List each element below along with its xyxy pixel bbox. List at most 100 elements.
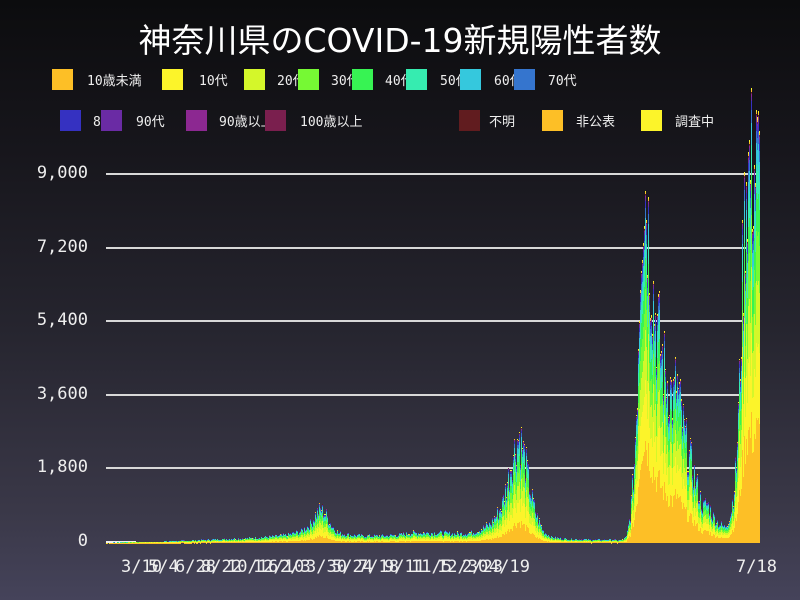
legend-swatch <box>265 109 286 131</box>
bar-column <box>591 540 592 543</box>
bar-column <box>431 532 432 543</box>
bar-column <box>339 532 340 543</box>
bar-column <box>123 542 124 543</box>
bar-column <box>299 532 300 543</box>
bar-column <box>463 534 464 543</box>
bar-column <box>152 541 153 543</box>
bar-column <box>679 382 680 543</box>
bar-column <box>724 524 725 543</box>
gridline <box>106 320 759 323</box>
bar-column <box>683 403 684 543</box>
bar-column <box>734 491 735 543</box>
bar-column <box>249 536 250 543</box>
legend-item: 90代 <box>101 108 165 132</box>
bar-column <box>424 532 425 543</box>
bar-column <box>641 270 642 543</box>
bar-column <box>568 540 569 543</box>
bar-column <box>258 538 259 543</box>
bar-column <box>151 541 152 543</box>
bar-column <box>247 537 248 543</box>
bar-column <box>478 532 479 543</box>
bar-column <box>759 130 760 543</box>
bar-column <box>526 447 527 543</box>
bar-column <box>175 541 176 543</box>
legend-swatch <box>60 109 81 131</box>
bar-column <box>673 379 674 543</box>
bar-column <box>616 539 617 543</box>
bar-column <box>124 542 125 543</box>
bar-column <box>684 418 685 543</box>
bar-column <box>677 373 678 543</box>
bar-column <box>535 511 536 543</box>
bar-column <box>395 535 396 543</box>
bar-column <box>317 507 318 543</box>
bar-column <box>118 542 119 543</box>
bar-column <box>519 432 520 543</box>
bar-column <box>622 539 623 543</box>
bar-column <box>713 511 714 543</box>
bar-column <box>374 534 375 543</box>
bar-column <box>720 524 721 543</box>
bar-column <box>418 532 419 543</box>
bar-column <box>575 539 576 543</box>
bar-column <box>674 377 675 543</box>
bar-column <box>358 533 359 543</box>
bar-column <box>603 540 604 543</box>
bar-column <box>229 538 230 543</box>
gridline <box>106 173 759 175</box>
bar-column <box>688 471 689 543</box>
bar-column <box>627 529 628 543</box>
legend-swatch <box>542 109 563 131</box>
bar-column <box>126 542 127 543</box>
bar-column <box>582 540 583 543</box>
bar-column <box>309 528 310 543</box>
bar-column <box>347 533 348 543</box>
bar-column <box>376 534 377 543</box>
bar-column <box>597 539 598 543</box>
bar-column <box>315 512 316 543</box>
bar-column <box>417 535 418 543</box>
bar-column <box>336 533 337 543</box>
bar-column <box>446 531 447 543</box>
bar-column <box>419 534 420 543</box>
bar-column <box>125 542 126 543</box>
bar-column <box>712 519 713 543</box>
bar-column <box>257 538 258 543</box>
bar-column <box>371 536 372 543</box>
bar-column <box>578 539 579 543</box>
bar-column <box>328 523 329 543</box>
bar-column <box>660 353 661 543</box>
bar-column <box>502 496 503 543</box>
bar-column <box>717 519 718 543</box>
bar-column <box>400 533 401 543</box>
legend-item: 調査中 <box>641 108 714 132</box>
y-tick-label: 7,200 <box>36 236 88 257</box>
bar-column <box>178 541 179 543</box>
bar-column <box>350 534 351 543</box>
bar-column <box>161 541 162 543</box>
bar-column <box>432 532 433 543</box>
bar-column <box>680 379 681 543</box>
bar-column <box>508 467 509 543</box>
bar-column <box>752 229 753 543</box>
bar-column <box>283 533 284 543</box>
bar-column <box>218 539 219 543</box>
bar-column <box>172 541 173 543</box>
bar-column <box>135 542 136 543</box>
bar-column <box>610 539 611 543</box>
bar-column <box>206 540 207 543</box>
bar-column <box>357 534 358 543</box>
bar-column <box>237 539 238 543</box>
bar-column <box>730 515 731 543</box>
bar-column <box>394 534 395 543</box>
bar-column <box>246 538 247 543</box>
bar-column <box>383 535 384 543</box>
bar-column <box>572 540 573 543</box>
bar-column <box>585 539 586 543</box>
bar-column <box>153 541 154 543</box>
bar-column <box>122 542 123 543</box>
bar-column <box>509 486 510 543</box>
bar-column <box>450 535 451 543</box>
bar-column <box>479 530 480 543</box>
bar-column <box>644 226 645 543</box>
